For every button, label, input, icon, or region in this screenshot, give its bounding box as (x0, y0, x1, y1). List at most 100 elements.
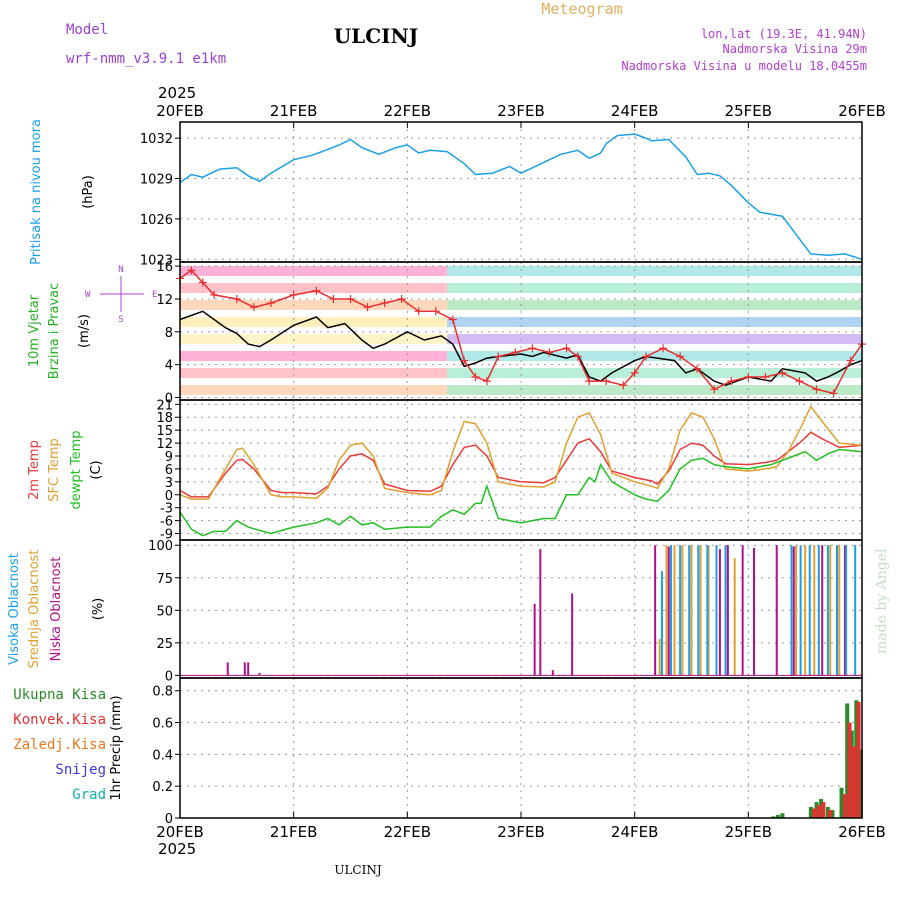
wind-direction-band (447, 266, 862, 276)
panel-clouds: 0 25 50 75 100 Visoka Oblacnost Srednja Oblacn… (7, 539, 863, 684)
gust-marker (187, 266, 196, 275)
gust-marker (528, 344, 537, 353)
bar-cloud_low (571, 593, 574, 676)
wind-direction-band (180, 317, 448, 327)
y-axis-label: 10m Vjetar (27, 294, 42, 367)
precip-legend: Ukupna Kisa Konvek.Kisa Zaledj.Kisa Snijeg G… (13, 687, 106, 803)
gust-marker (693, 364, 702, 373)
year-top: 2025 (158, 84, 196, 102)
bar-cloud_mid (829, 545, 832, 676)
gust-marker (266, 299, 275, 308)
svg-text:E: E (152, 290, 157, 300)
y-tick-label: 9 (165, 450, 173, 465)
bar-precip_total (854, 700, 859, 818)
gust-marker (511, 348, 520, 357)
y-tick-label: 16 (156, 260, 173, 275)
y-tick-label: 12 (156, 437, 173, 452)
bar-cloud_low (226, 662, 229, 676)
bar-cloud_low (792, 546, 795, 676)
gust-marker (710, 385, 719, 394)
bar-cloud_mid (804, 545, 807, 676)
wind-direction-band (180, 334, 448, 344)
gust-marker (329, 294, 338, 303)
y-tick-label: 0 (165, 489, 173, 504)
x-tick-label-top: 25FEB (725, 102, 772, 120)
x-tick-label-top: 21FEB (270, 102, 317, 120)
bar-cloud_mid (681, 545, 684, 676)
bar-precip_total (830, 810, 835, 818)
legend-item: Ukupna Kisa (13, 687, 106, 703)
bar-cloud_mid (690, 545, 693, 676)
bar-cloud_mid (707, 545, 710, 676)
gust-marker (346, 294, 355, 303)
y-tick-label: 6 (165, 463, 173, 478)
y-tick-label: 1026 (140, 213, 173, 228)
gust-marker (846, 356, 855, 365)
y-axis-label: (C) (89, 460, 104, 479)
x-tick-label-bottom: 25FEB (725, 823, 772, 841)
wind-direction-band (180, 300, 448, 310)
y-tick-label: 0.6 (152, 717, 173, 732)
x-tick-label-top: 22FEB (384, 102, 431, 120)
gust-marker (471, 373, 480, 381)
gust-marker (289, 290, 298, 299)
y-axis-label: dewpt Temp (69, 430, 84, 509)
bar-precip_conv (852, 746, 857, 818)
model-label: Model (66, 22, 108, 38)
y-axis-label: (hPa) (81, 175, 96, 209)
gust-marker (812, 385, 821, 394)
bar-cloud_low (539, 549, 542, 676)
gust-marker (380, 299, 389, 308)
gust-marker (676, 352, 685, 361)
bar-cloud_low (247, 662, 250, 676)
gust-marker (460, 356, 469, 365)
x-tick-label-bottom: 23FEB (497, 823, 544, 841)
y-tick-label: 1032 (140, 132, 173, 147)
y-axis-label: (m/s) (77, 314, 92, 348)
y-axis-label: 2m Temp (27, 440, 42, 500)
footer-station: ULCINJ (334, 863, 382, 877)
y-tick-label: 50 (156, 604, 173, 619)
gust-marker (482, 377, 491, 386)
bar-precip_conv (812, 808, 817, 818)
y-axis-label: Niska Oblacnost (49, 557, 64, 662)
bar-cloud_high (660, 571, 663, 676)
bar-precip_conv (828, 810, 833, 818)
legend-item: Konvek.Kisa (13, 712, 106, 728)
gust-marker (727, 377, 736, 386)
y-tick-label: 4 (165, 359, 173, 374)
x-tick-label-bottom: 21FEB (270, 823, 317, 841)
bar-cloud_high (697, 545, 700, 676)
line-dewpoint (179, 448, 863, 537)
bar-cloud_low (843, 545, 846, 676)
y-tick-label: 25 (156, 637, 173, 652)
panel-pressure: 1023 1026 1029 1032 Pritisak na nivou mora (h… (29, 119, 863, 268)
wind-direction-band (447, 334, 862, 344)
y-axis-label: 1hr Precip (mm) (109, 695, 124, 800)
wind-direction-band (447, 317, 862, 327)
bar-cloud_mid (733, 558, 736, 676)
bar-cloud_high (679, 545, 682, 676)
bar-cloud_high (706, 545, 709, 676)
y-tick-label: 0 (165, 392, 173, 407)
bar-cloud_low (726, 545, 729, 676)
bar-precip_total (845, 703, 850, 818)
bar-cloud_high (670, 545, 673, 676)
gust-marker (494, 352, 503, 361)
gust-marker (312, 286, 321, 295)
y-axis-label: Pritisak na nivou mora (29, 119, 44, 265)
wind-direction-band (180, 266, 448, 276)
gust-marker (761, 373, 770, 381)
watermark: made by Angel (874, 548, 890, 654)
legend-item: Zaledj.Kisa (13, 737, 106, 753)
gust-marker (414, 307, 423, 316)
bar-cloud_mid (813, 545, 816, 676)
bar-cloud_mid (699, 545, 702, 676)
x-tick-label-bottom: 20FEB (156, 823, 203, 841)
gust-marker (363, 303, 372, 312)
bar-precip_total (839, 787, 844, 818)
bar-cloud_high (808, 545, 811, 676)
bar-cloud_mid (795, 545, 798, 676)
y-axis-label: SFC Temp (47, 438, 62, 502)
year-bottom: 2025 (158, 840, 196, 858)
